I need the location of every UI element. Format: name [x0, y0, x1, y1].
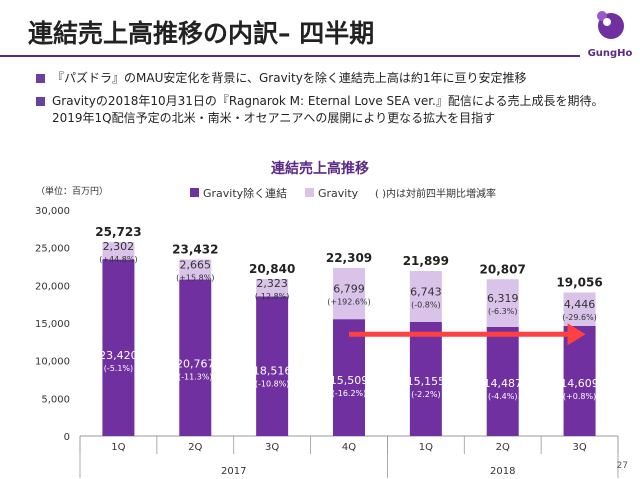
gravity-value-label: 6,799 [333, 283, 365, 296]
total-label: 19,056 [556, 275, 602, 289]
gungho-logo: GungHo [588, 11, 633, 59]
total-label: 22,309 [326, 251, 372, 265]
base-change-label: (-16.2%) [332, 389, 367, 398]
bar-gravity-segment [563, 292, 596, 326]
y-tick-label: 20,000 [35, 281, 70, 292]
total-label: 21,899 [403, 254, 449, 268]
category-label: 1Q [419, 442, 433, 453]
category-label: 2Q [188, 442, 202, 453]
total-label: 25,723 [95, 225, 141, 239]
total-label: 20,807 [480, 262, 526, 276]
legend-note: ( )内は対前四半期比増減率 [375, 187, 496, 200]
bullet-item: 『パズドラ』のMAU安定化を背景に、Gravityを除く連結売上高は約1年に亘り… [36, 70, 631, 87]
y-tick-label: 5,000 [41, 394, 70, 405]
y-tick-label: 30,000 [35, 206, 70, 217]
category-label: 1Q [111, 442, 125, 453]
bar-gravity-segment [409, 271, 442, 322]
bar-base-segment [409, 321, 442, 436]
bar-base-segment [102, 259, 135, 436]
bar-base-segment [486, 326, 519, 436]
base-change-label: (-4.4%) [488, 392, 517, 401]
legend-base-label: Gravity除く連結 [203, 186, 287, 200]
trend-arrow-head [567, 323, 586, 346]
gravity-change-label: (+192.6%) [327, 298, 370, 307]
base-change-label: (-11.3%) [178, 372, 213, 381]
total-label: 23,432 [172, 242, 218, 256]
base-value-label: 20,767 [176, 357, 215, 370]
bullet-item: Gravityの2018年10月31日の『Ragnarok M: Eternal… [36, 93, 631, 127]
base-change-label: (-5.1%) [104, 364, 133, 373]
bar-base-segment [179, 279, 212, 436]
category-label: 2Q [496, 442, 510, 453]
gravity-value-label: 6,319 [487, 292, 519, 305]
legend-gravity-label: Gravity [318, 187, 359, 200]
slide-title: 連結売上高推移の内訳– 四半期 [28, 19, 375, 48]
category-label: 3Q [572, 442, 586, 453]
gravity-change-label: (-0.8%) [411, 300, 440, 309]
bar-gravity-segment [102, 242, 135, 260]
year-label: 2017 [221, 466, 246, 477]
bullet-list: 『パズドラ』のMAU安定化を背景に、Gravityを除く連結売上高は約1年に亘り… [36, 70, 631, 133]
bar-base-segment [256, 296, 289, 436]
base-value-label: 15,155 [407, 375, 446, 388]
year-label: 2018 [490, 466, 515, 477]
y-tick-label: 25,000 [35, 244, 70, 255]
base-value-label: 23,420 [99, 349, 138, 362]
bar-gravity-segment [333, 267, 365, 320]
legend-gravity-swatch [305, 188, 314, 197]
gravity-change-label: (-29.6%) [562, 313, 597, 322]
bar-gravity-segment [256, 279, 289, 297]
title-divider [0, 55, 580, 57]
gravity-change-label: (-6.3%) [488, 307, 517, 316]
base-value-label: 14,487 [483, 377, 522, 390]
bar-gravity-segment [179, 259, 212, 280]
chart-title: 連結売上高推移 [271, 161, 369, 177]
gravity-value-label: 2,302 [103, 240, 135, 253]
y-tick-label: 10,000 [35, 357, 70, 368]
bar-base-segment [333, 319, 365, 436]
y-tick-label: 15,000 [35, 319, 70, 330]
base-value-label: 15,509 [330, 374, 369, 387]
gravity-change-label: (+44.8%) [99, 255, 137, 264]
gravity-change-label: (+15.8%) [176, 274, 214, 283]
category-label: 4Q [342, 442, 356, 453]
gravity-value-label: 4,446 [564, 298, 596, 311]
bar-gravity-segment [486, 279, 519, 327]
base-value-label: 18,516 [253, 364, 292, 377]
y-tick-label: 0 [64, 432, 70, 443]
base-value-label: 14,609 [560, 377, 599, 390]
logo-text: GungHo [588, 48, 633, 59]
gravity-change-label: (-12.8%) [255, 292, 290, 301]
gravity-value-label: 6,743 [410, 285, 442, 298]
base-change-label: (-2.2%) [411, 390, 440, 399]
unit-label: （単位：百万円） [36, 185, 108, 197]
total-label: 20,840 [249, 262, 295, 276]
gravity-value-label: 2,665 [180, 259, 212, 272]
gravity-value-label: 2,323 [256, 277, 288, 290]
base-change-label: (+0.8%) [563, 392, 596, 401]
category-label: 3Q [265, 442, 279, 453]
page-number: 27 [616, 461, 628, 471]
base-change-label: (-10.8%) [255, 379, 290, 388]
legend-base-swatch [190, 188, 199, 197]
